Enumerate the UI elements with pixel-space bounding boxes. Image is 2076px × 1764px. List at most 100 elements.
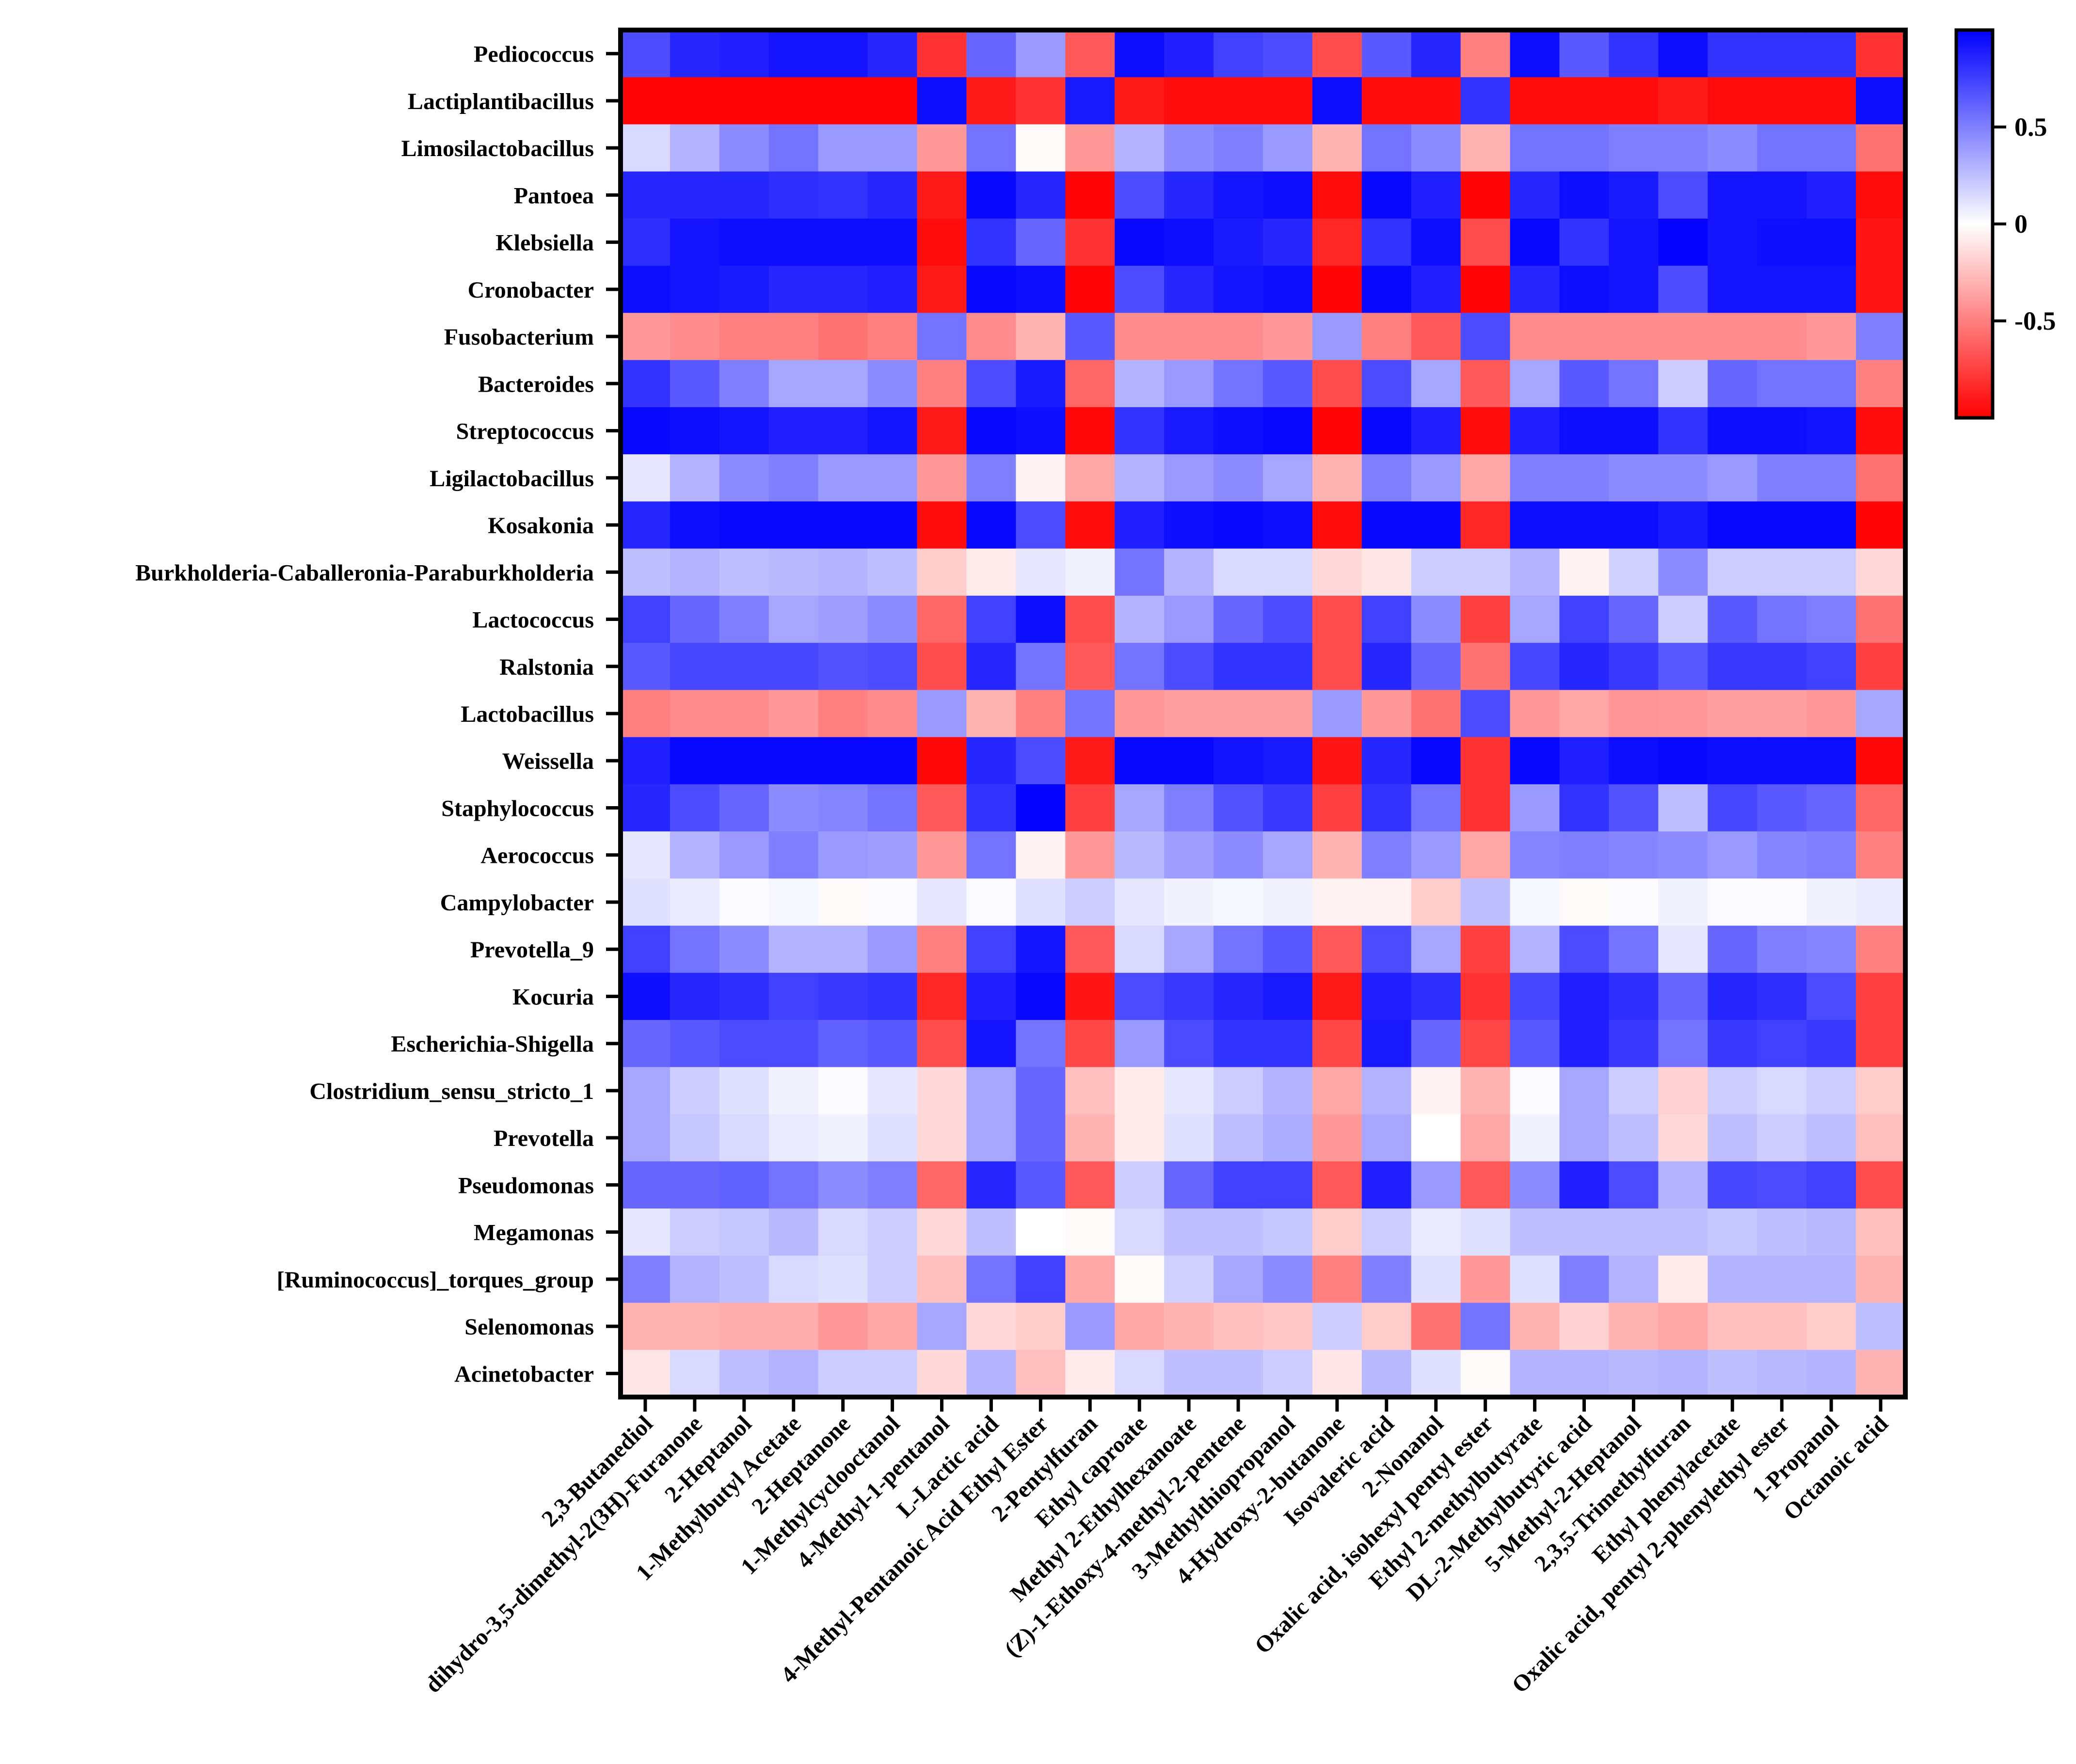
heatmap-cell [1856, 737, 1906, 785]
heatmap-cell [1411, 1020, 1461, 1067]
heatmap-cell [1658, 77, 1708, 125]
heatmap-cell [1411, 643, 1461, 690]
heatmap-cell [1460, 1208, 1511, 1256]
heatmap-cell [1115, 548, 1165, 596]
heatmap-cell [1460, 831, 1511, 879]
heatmap-cell [621, 1161, 671, 1209]
heatmap-cell [621, 218, 671, 266]
heatmap-cell [1164, 548, 1214, 596]
heatmap-cell [1263, 454, 1313, 502]
heatmap-cell [1214, 690, 1263, 738]
heatmap-cell [621, 266, 671, 314]
heatmap-cell [1510, 1303, 1560, 1351]
heatmap-cell [966, 407, 1016, 455]
heatmap-cell [621, 831, 671, 879]
heatmap-cell [1016, 1255, 1066, 1303]
heatmap-cell [1510, 407, 1560, 455]
heatmap-cell [1411, 454, 1461, 502]
heatmap-cell [1460, 925, 1511, 973]
heatmap-cell [1856, 313, 1906, 361]
heatmap-cell [1214, 1114, 1263, 1162]
heatmap-cell [1806, 1350, 1856, 1398]
heatmap-cell [1559, 266, 1610, 314]
heatmap-cell [719, 1303, 769, 1351]
heatmap-cell [719, 548, 769, 596]
heatmap-cell [719, 737, 769, 785]
y-tick-label: Aerococcus [480, 843, 594, 869]
heatmap-cell [1065, 878, 1115, 926]
heatmap-cell [1115, 784, 1165, 832]
heatmap-cell [1708, 1350, 1757, 1398]
heatmap-cell [1757, 643, 1807, 690]
heatmap-cell [1856, 360, 1906, 408]
heatmap-cell [621, 595, 671, 643]
heatmap-cell [1115, 266, 1165, 314]
heatmap-cell [966, 925, 1016, 973]
heatmap-cell [818, 784, 868, 832]
heatmap-cell [1214, 878, 1263, 926]
heatmap-cell [1312, 1350, 1362, 1398]
heatmap-cell [1164, 643, 1214, 690]
heatmap-cell [768, 831, 819, 879]
heatmap-cell [1856, 218, 1906, 266]
heatmap-cell [867, 1067, 918, 1115]
heatmap-cell [1016, 218, 1066, 266]
heatmap-cell [1609, 1303, 1659, 1351]
heatmap-cell [1214, 1303, 1263, 1351]
heatmap-cell [1510, 548, 1560, 596]
heatmap-cell [670, 454, 720, 502]
heatmap-cell [1559, 407, 1610, 455]
heatmap-cell [1510, 501, 1560, 549]
heatmap-cell [1214, 360, 1263, 408]
heatmap-cell [1214, 313, 1263, 361]
heatmap-cell [621, 454, 671, 502]
heatmap-cell [1460, 124, 1511, 172]
heatmap-cell [1411, 1067, 1461, 1115]
heatmap-cell [1658, 690, 1708, 738]
heatmap-cell [1460, 784, 1511, 832]
heatmap-cell [966, 1303, 1016, 1351]
heatmap-cell [966, 737, 1016, 785]
heatmap-cell [1609, 878, 1659, 926]
heatmap-cell [1510, 1114, 1560, 1162]
heatmap-cell [670, 831, 720, 879]
heatmap-cell [1361, 925, 1412, 973]
heatmap-cell [1312, 784, 1362, 832]
heatmap-cell [1510, 643, 1560, 690]
heatmap-cell [1164, 690, 1214, 738]
heatmap-cell [966, 218, 1016, 266]
heatmap-cell [621, 690, 671, 738]
heatmap-cell [1460, 266, 1511, 314]
heatmap-cell [1065, 595, 1115, 643]
heatmap-cell [719, 266, 769, 314]
heatmap-cell [1559, 360, 1610, 408]
heatmap-cell [917, 925, 967, 973]
heatmap-cell [719, 643, 769, 690]
heatmap-cell [1609, 1255, 1659, 1303]
heatmap-cell [1263, 266, 1313, 314]
heatmap-cell [1411, 407, 1461, 455]
heatmap-cell [1411, 972, 1461, 1020]
heatmap-cell [719, 690, 769, 738]
heatmap-cell [1559, 501, 1610, 549]
heatmap-cell [1806, 1303, 1856, 1351]
heatmap-cell [1115, 124, 1165, 172]
heatmap-cell [917, 30, 967, 78]
heatmap-cell [917, 77, 967, 125]
heatmap-cell [719, 1255, 769, 1303]
heatmap-cell [1559, 1208, 1610, 1256]
heatmap-cell [1164, 1067, 1214, 1115]
heatmap-cell [1609, 501, 1659, 549]
heatmap-cell [1806, 690, 1856, 738]
heatmap-cell [1757, 1114, 1807, 1162]
heatmap-cell [1065, 266, 1115, 314]
heatmap-cell [621, 737, 671, 785]
heatmap-cell [1856, 171, 1906, 219]
heatmap-cell [1510, 1255, 1560, 1303]
y-tick-label: Pseudomonas [458, 1173, 594, 1198]
colorbar-tick-label: -0.5 [2014, 306, 2056, 335]
heatmap-cell [966, 1208, 1016, 1256]
heatmap-cell [1115, 1114, 1165, 1162]
heatmap-cell [966, 1255, 1016, 1303]
heatmap-cell [1164, 1350, 1214, 1398]
